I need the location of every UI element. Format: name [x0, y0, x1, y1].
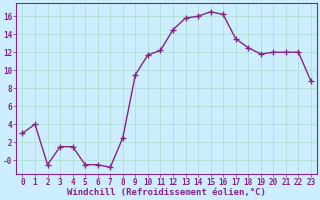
X-axis label: Windchill (Refroidissement éolien,°C): Windchill (Refroidissement éolien,°C) — [67, 188, 266, 197]
